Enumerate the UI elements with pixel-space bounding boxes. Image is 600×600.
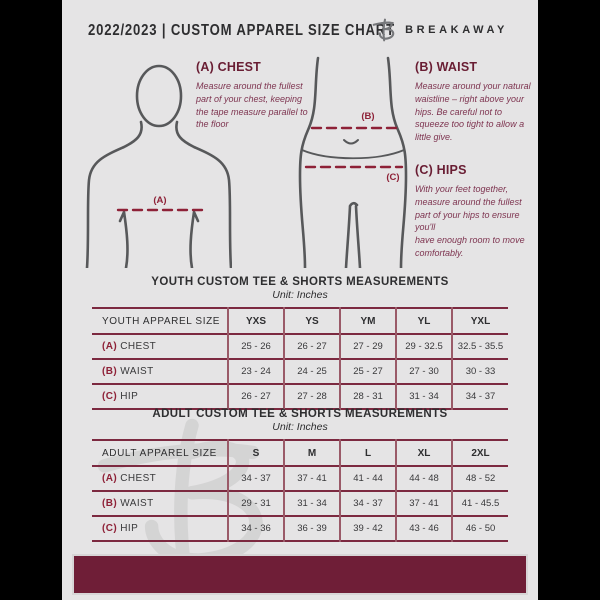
cell-value: 25 - 26 [227,334,284,359]
chest-line-marker: (A) [153,195,166,206]
chest-guide-heading: (A) CHEST [196,60,261,74]
brand-name: BREAKAWAY [405,24,508,36]
adult-col-s: S [227,440,284,466]
cell-value: 29 - 32.5 [395,334,452,359]
cell-value: 34 - 37 [339,491,396,516]
cell-value: 43 - 46 [395,516,452,541]
cell-value: 37 - 41 [395,491,452,516]
youth-size-section: YOUTH CUSTOM TEE & SHORTS MEASUREMENTS U… [62,276,538,410]
adult-size-label-header: ADULT APPAREL SIZE [102,447,217,459]
youth-hip-label: (C) HIP [102,391,139,402]
adult-table-header-row: ADULT APPAREL SIZE S M L XL 2XL [92,440,508,466]
youth-col-yxs: YXS [227,308,284,334]
adult-table-title: ADULT CUSTOM TEE & SHORTS MEASUREMENTS [152,408,448,420]
cell-value: 27 - 28 [283,384,340,409]
cell-value: 26 - 27 [227,384,284,409]
cell-value: 27 - 30 [395,359,452,384]
adult-col-m: M [283,440,340,466]
size-chart-page: 2022/2023 | CUSTOM APPAREL SIZE CHART BR… [62,0,538,600]
waist-line-marker: (B) [361,111,374,122]
hips-line-marker: (C) [386,172,399,183]
hips-guide-body: With your feet together, measure around … [415,184,525,258]
cell-value: 39 - 42 [339,516,396,541]
chest-guide: (A) CHEST Measure around the fullest par… [196,60,308,131]
waist-guide-body: Measure around your natural waistline – … [415,81,531,143]
cell-value: 30 - 33 [451,359,508,384]
cell-value: 34 - 37 [451,384,508,409]
chest-guide-body: Measure around the fullest part of your … [196,81,308,130]
brand-lockup: BREAKAWAY [372,17,508,43]
youth-table-title: YOUTH CUSTOM TEE & SHORTS MEASUREMENTS [151,276,449,288]
cell-value: 27 - 29 [339,334,396,359]
cell-value: 24 - 25 [283,359,340,384]
youth-chest-label: (A) CHEST [102,341,157,352]
adult-col-2xl: 2XL [451,440,508,466]
table-row: (C) HIP 26 - 27 27 - 28 28 - 31 31 - 34 … [92,384,508,409]
cell-value: 44 - 48 [395,466,452,491]
page-title: 2022/2023 | CUSTOM APPAREL SIZE CHART [88,22,395,39]
cell-value: 31 - 34 [283,491,340,516]
cell-value: 23 - 24 [227,359,284,384]
adult-col-l: L [339,440,396,466]
hips-guide: (C) HIPS With your feet together, measur… [415,163,537,260]
youth-col-ym: YM [339,308,396,334]
cell-value: 28 - 31 [339,384,396,409]
youth-size-table: YOUTH APPAREL SIZE YXS YS YM YL YXL (A) … [92,307,508,410]
cell-value: 32.5 - 35.5 [451,334,508,359]
cell-value: 26 - 27 [283,334,340,359]
adult-size-section: ADULT CUSTOM TEE & SHORTS MEASUREMENTS U… [62,408,538,542]
cell-value: 41 - 44 [339,466,396,491]
table-row: (B) WAIST 23 - 24 24 - 25 25 - 27 27 - 3… [92,359,508,384]
cell-value: 37 - 41 [283,466,340,491]
adult-size-table: ADULT APPAREL SIZE S M L XL 2XL (A) CHES… [92,439,508,542]
cell-value: 48 - 52 [451,466,508,491]
hips-guide-heading: (C) HIPS [415,163,467,177]
footer-accent-bar [72,554,528,595]
hips-figure: (B) (C) [298,56,408,268]
cell-value: 29 - 31 [227,491,284,516]
cell-value: 36 - 39 [283,516,340,541]
cell-value: 46 - 50 [451,516,508,541]
torso-figure: (A) [85,64,232,268]
cell-value: 31 - 34 [395,384,452,409]
table-row: (C) HIP 34 - 36 36 - 39 39 - 42 43 - 46 … [92,516,508,541]
cell-value: 34 - 37 [227,466,284,491]
adult-waist-label: (B) WAIST [102,498,154,509]
cell-value: 34 - 36 [227,516,284,541]
table-row: (B) WAIST 29 - 31 31 - 34 34 - 37 37 - 4… [92,491,508,516]
youth-table-header-row: YOUTH APPAREL SIZE YXS YS YM YL YXL [92,308,508,334]
youth-col-ys: YS [283,308,340,334]
table-row: (A) CHEST 34 - 37 37 - 41 41 - 44 44 - 4… [92,466,508,491]
adult-hip-label: (C) HIP [102,523,139,534]
cell-value: 41 - 45.5 [451,491,508,516]
breakaway-logo-icon [372,18,395,42]
waist-guide: (B) WAIST Measure around your natural wa… [415,60,533,144]
youth-waist-label: (B) WAIST [102,366,154,377]
adult-table-unit: Unit: Inches [272,421,328,433]
cell-value: 25 - 27 [339,359,396,384]
waist-guide-heading: (B) WAIST [415,60,478,74]
youth-col-yxl: YXL [451,308,508,334]
youth-col-yl: YL [395,308,452,334]
table-row: (A) CHEST 25 - 26 26 - 27 27 - 29 29 - 3… [92,334,508,359]
youth-table-unit: Unit: Inches [272,289,328,301]
adult-col-xl: XL [395,440,452,466]
adult-chest-label: (A) CHEST [102,473,157,484]
youth-size-label-header: YOUTH APPAREL SIZE [102,315,221,327]
